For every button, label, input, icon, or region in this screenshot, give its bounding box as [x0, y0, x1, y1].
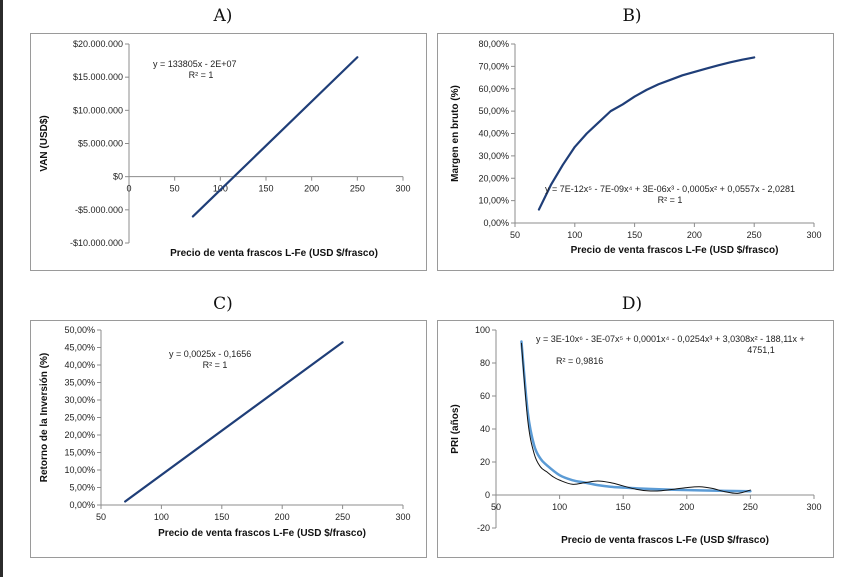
x-tick-label: 300 [395, 512, 410, 522]
y-tick-label: 15,00% [64, 448, 95, 458]
y-axis-title: Retorno de la Inversión (%) [39, 353, 50, 482]
y-tick-label: 20 [480, 457, 490, 467]
y-tick-label: 60 [480, 391, 490, 401]
chart-panel-d: -20 0 20 40 60 80 100 50 100 150 200 250 300 y = 3E-1… [437, 320, 834, 558]
y-axis-title: Margen en bruto (%) [450, 85, 461, 182]
page-left-rule [0, 0, 3, 577]
y-axis-title: PRI (años) [450, 404, 461, 453]
series-line-1 [520, 340, 752, 493]
y-tick-label: 80,00% [478, 39, 509, 49]
x-axis-title: Precio de venta frascos L-Fe (USD $/fras… [561, 535, 769, 546]
chart-panel-c: 0,00% 5,00% 10,00% 15,00% 20,00% 25,00% 30,00%… [30, 320, 427, 558]
chart-a: -$10.000.000 -$5.000.000 $0 $5.000.000 $10.0… [39, 39, 411, 259]
y-tick-label: 80 [480, 358, 490, 368]
x-tick-label: 50 [96, 512, 106, 522]
x-axis-title: Precio de venta frascos L-Fe (USD $/fras… [158, 528, 366, 539]
x-tick-label: 300 [806, 230, 821, 240]
y-tick-label: $5.000.000 [78, 139, 123, 149]
series-line-1 [537, 56, 756, 211]
trendline-equation: R² = 1 [189, 70, 214, 80]
y-tick-label: 30,00% [478, 151, 509, 161]
x-tick-label: 100 [154, 512, 169, 522]
chart-panel-b: 0,00% 10,00% 20,00% 30,00% 40,00% 50,00% 60,00… [437, 33, 834, 271]
x-tick-label: 150 [616, 502, 631, 512]
y-tick-label: $10.000.000 [73, 105, 123, 115]
x-tick-label: 150 [214, 512, 229, 522]
panel-title-b: B) [622, 6, 642, 26]
series-line-2 [520, 342, 751, 494]
trendline-equation: y = 133805x - 2E+07 [153, 59, 237, 69]
x-tick-label: 200 [687, 230, 702, 240]
x-tick-label: 250 [335, 512, 350, 522]
chart-d: -20 0 20 40 60 80 100 50 100 150 200 250 300 y = 3E-1… [450, 325, 822, 546]
y-tick-label: -$10.000.000 [70, 238, 123, 248]
trendline-equation: R² = 1 [658, 195, 683, 205]
x-tick-label: 0 [126, 184, 131, 194]
y-tick-label: 0,00% [69, 500, 95, 510]
x-tick-label: 100 [567, 230, 582, 240]
x-axis-title: Precio de venta frascos L-Fe (USD $/fras… [170, 248, 378, 259]
y-tick-label: 35,00% [64, 378, 95, 388]
x-axis-title: Precio de venta frascos L-Fe (USD $/fras… [571, 245, 779, 256]
y-tick-label: 40,00% [64, 360, 95, 370]
x-tick-label: 50 [510, 230, 520, 240]
chart-panel-a: -$10.000.000 -$5.000.000 $0 $5.000.000 $10.0… [30, 33, 427, 271]
y-tick-label: 40 [480, 424, 490, 434]
y-tick-label: $0 [113, 172, 123, 182]
y-tick-label: -$5.000.000 [75, 205, 123, 215]
y-tick-label: 30,00% [64, 395, 95, 405]
trendline-equation: R² = 1 [203, 360, 228, 370]
y-tick-label: 70,00% [478, 61, 509, 71]
x-tick-label: 150 [258, 184, 273, 194]
y-tick-label: $15.000.000 [73, 72, 123, 82]
panel-title-d: D) [621, 294, 643, 314]
panel-title-a: A) [213, 6, 233, 26]
y-tick-label: $20.000.000 [73, 39, 123, 49]
trendline-equation: y = 7E-12x⁵ - 7E-09x⁴ + 3E-06x³ - 0,0005… [545, 184, 795, 194]
series-line-1 [191, 56, 359, 218]
y-tick-label: 10,00% [478, 196, 509, 206]
y-tick-label: 50,00% [478, 106, 509, 116]
y-tick-label: 0,00% [483, 218, 509, 228]
x-tick-label: 100 [552, 502, 567, 512]
x-tick-label: 250 [350, 184, 365, 194]
y-tick-label: 25,00% [64, 413, 95, 423]
x-tick-label: 50 [170, 184, 180, 194]
y-tick-label: 10,00% [64, 465, 95, 475]
chart-c: 0,00% 5,00% 10,00% 15,00% 20,00% 25,00% 30,00%… [39, 325, 411, 539]
y-tick-label: 50,00% [64, 325, 95, 335]
x-tick-label: 150 [627, 230, 642, 240]
y-tick-label: 100 [475, 325, 490, 335]
y-tick-label: -20 [477, 523, 490, 533]
y-tick-label: 5,00% [69, 483, 95, 493]
trendline-equation: 4751,1 [747, 345, 775, 355]
trendline-equation: y = 0,0025x - 0,1656 [169, 349, 251, 359]
x-tick-label: 250 [743, 502, 758, 512]
trendline-equation: y = 3E-10x⁶ - 3E-07x⁵ + 0,0001x⁴ - 0,025… [536, 334, 805, 344]
trendline-equation: R² = 0,9816 [556, 356, 603, 366]
series-line-1 [124, 341, 344, 503]
y-tick-label: 40,00% [478, 129, 509, 139]
x-tick-label: 200 [275, 512, 290, 522]
x-tick-label: 300 [806, 502, 821, 512]
panel-title-c: C) [213, 294, 233, 314]
x-tick-label: 200 [304, 184, 319, 194]
y-tick-label: 45,00% [64, 343, 95, 353]
y-tick-label: 0 [485, 490, 490, 500]
y-axis-title: VAN (USD$) [39, 115, 50, 171]
y-tick-label: 20,00% [478, 173, 509, 183]
y-tick-label: 60,00% [478, 84, 509, 94]
x-tick-label: 250 [747, 230, 762, 240]
x-tick-label: 50 [491, 502, 501, 512]
x-tick-label: 200 [679, 502, 694, 512]
x-tick-label: 300 [395, 184, 410, 194]
y-tick-label: 20,00% [64, 430, 95, 440]
chart-b: 0,00% 10,00% 20,00% 30,00% 40,00% 50,00% 60,00… [450, 39, 822, 256]
